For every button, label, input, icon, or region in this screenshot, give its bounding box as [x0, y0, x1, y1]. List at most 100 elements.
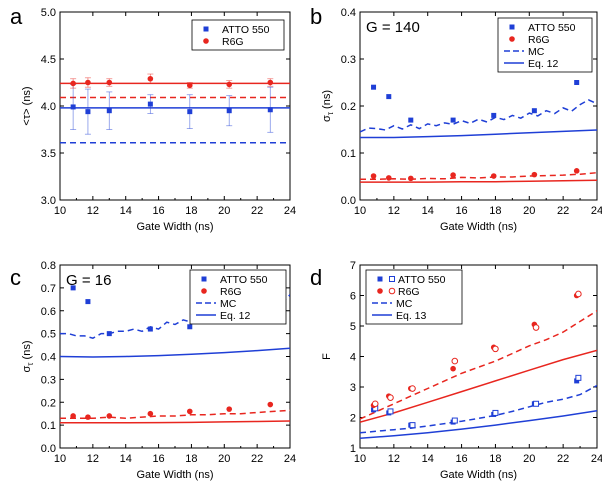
legend-marker-square [509, 24, 515, 30]
series-line-eq-12-r6g [360, 179, 597, 183]
legend-label: R6G [398, 286, 420, 298]
point-atto-550 [85, 109, 91, 115]
point-r6g-open [532, 324, 540, 331]
panel-b: b 10 12 14 16 18 20 22 24 0.0 0.1 0.2 0.3 0.4 Gate Wid… [310, 4, 602, 233]
legend-marker-square [201, 276, 207, 282]
series-line-mc-atto [360, 99, 597, 133]
legend-label: MC [528, 46, 545, 58]
x-tick-label: 16 [455, 205, 467, 217]
x-tick-label: 10 [54, 205, 66, 217]
x-tick-label: 16 [152, 205, 164, 217]
legend-label: R6G [528, 34, 550, 46]
y-tick-label: 0.7 [41, 283, 56, 295]
point-atto-550-filled [574, 378, 580, 384]
x-axis-label: Gate Width (ns) [136, 469, 213, 481]
y-tick-label: 0.8 [41, 260, 56, 272]
point-atto-550 [70, 104, 76, 110]
x-tick-label: 18 [185, 453, 197, 465]
legend-label: MC [396, 298, 413, 310]
point-atto-550-open [451, 417, 458, 424]
point-r6g [385, 175, 392, 181]
panel-c: c 10 12 14 16 18 20 22 24 0.0 0.1 0.2 0.3 0.4 0.5 0.6 0.… [10, 260, 296, 481]
x-tick-label: 12 [87, 453, 99, 465]
legend-box [191, 19, 285, 51]
point-r6g [147, 75, 154, 82]
point-atto-550 [187, 324, 193, 330]
y-tick-label: 1 [350, 443, 356, 455]
legend-marker-square-open [389, 276, 395, 282]
point-atto-550 [386, 94, 392, 100]
y-tick-label: 0.1 [41, 420, 56, 432]
x-tick-label: 24 [591, 453, 602, 465]
point-r6g-open [409, 385, 416, 392]
legend-label: R6G [222, 36, 244, 48]
point-r6g [407, 175, 414, 182]
series-line-mc-r6g [360, 171, 597, 181]
point-atto-550-open [533, 400, 540, 407]
point-r6g-filled [450, 365, 456, 372]
y-tick-label: 0.3 [41, 374, 56, 386]
panel-letter: a [10, 4, 23, 29]
point-atto-550 [106, 331, 112, 337]
panel-letter: d [310, 265, 322, 290]
point-atto-550 [371, 84, 377, 90]
point-atto-550 [70, 285, 76, 291]
point-r6g [106, 79, 113, 86]
x-axis-label: Gate Width (ns) [136, 221, 213, 233]
x-tick-label: 14 [422, 453, 434, 465]
x-tick-label: 14 [120, 453, 132, 465]
point-r6g-open [387, 394, 394, 401]
series-line-eq-12-atto [360, 129, 597, 139]
legend-marker-circle [377, 288, 383, 294]
x-tick-label: 20 [218, 205, 230, 217]
legend-marker-circle [509, 36, 515, 42]
legend-marker-square [203, 26, 209, 32]
point-r6g [186, 408, 193, 415]
chart-title: G = 140 [366, 19, 420, 36]
point-r6g [267, 79, 274, 86]
x-tick-label: 16 [455, 453, 467, 465]
y-tick-label: 6 [350, 291, 356, 303]
x-tick-label: 10 [54, 453, 66, 465]
point-r6g [70, 80, 76, 87]
y-tick-label: 0.6 [41, 306, 56, 318]
point-r6g [370, 173, 377, 179]
legend-marker-square [377, 276, 383, 282]
point-atto-550-open [575, 374, 582, 381]
point-atto-550 [531, 108, 537, 114]
y-tick-label: 5 [350, 321, 356, 333]
x-tick-label: 18 [185, 205, 197, 217]
point-atto-550-open [492, 409, 499, 416]
y-axis-label: στ (ns) [321, 90, 335, 122]
y-tick-label: 7 [350, 260, 356, 272]
x-tick-label: 20 [523, 453, 535, 465]
legend-label: Eq. 12 [528, 58, 559, 70]
point-atto-550 [147, 101, 153, 107]
x-tick-label: 12 [87, 205, 99, 217]
x-tick-label: 22 [251, 205, 263, 217]
y-tick-label: 0.0 [41, 443, 56, 455]
legend-label: Eq. 12 [220, 310, 251, 322]
y-tick-label: 3 [350, 382, 356, 394]
x-tick-label: 12 [388, 453, 400, 465]
x-tick-label: 14 [422, 205, 434, 217]
x-tick-label: 24 [591, 205, 602, 217]
y-tick-label: 5.0 [41, 7, 56, 19]
y-axis-label: <τ> (ns) [21, 86, 33, 125]
x-tick-label: 18 [489, 453, 501, 465]
x-tick-label: 10 [354, 205, 366, 217]
legend-label: ATTO 550 [220, 274, 268, 286]
y-tick-label: 0.3 [341, 54, 356, 66]
y-tick-label: 0.4 [341, 7, 356, 19]
y-tick-label: 0.1 [341, 148, 356, 160]
point-atto-550 [408, 117, 414, 123]
point-r6g-open [492, 345, 499, 353]
point-atto-550 [85, 299, 91, 305]
point-r6g [573, 168, 580, 174]
x-tick-label: 24 [284, 205, 296, 217]
point-atto-550-open [387, 408, 394, 415]
series-line-eq-13-r6g [360, 349, 597, 423]
